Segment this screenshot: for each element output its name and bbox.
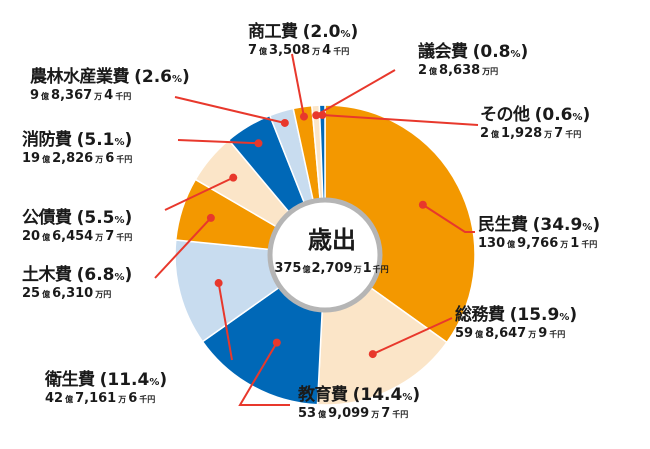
- leader-dot: [368, 350, 377, 359]
- category-name: 衛生費: [45, 370, 95, 390]
- category-name: 農林水産業費: [30, 67, 130, 87]
- category-name: 消防費: [22, 130, 72, 150]
- leader-line: [177, 139, 259, 145]
- slice-label: 公債費 (5.5%) 20 億 6,454 万 7 千円: [22, 203, 134, 244]
- category-percent: (2.0%): [302, 22, 359, 42]
- category-name: 公債費: [22, 208, 72, 228]
- leader-line: [322, 114, 479, 126]
- category-percent: (0.6%): [534, 105, 591, 125]
- category-amount: 7 億 3,508 万 4 千円: [248, 43, 350, 58]
- center-label: 歳出 375億2,709万1千円: [272, 220, 392, 276]
- category-amount: 25 億 6,310 万円: [22, 286, 112, 301]
- category-amount: 9 億 8,367 万 4 千円: [30, 88, 132, 103]
- category-amount: 42 億 7,161 万 6 千円: [45, 391, 156, 406]
- leader-dot: [272, 338, 281, 347]
- slice-label: 総務費 (15.9%) 59 億 8,647 万 9 千円: [455, 300, 577, 341]
- category-percent: (6.8%): [76, 265, 133, 285]
- leader-line: [217, 282, 233, 361]
- category-name: 商工費: [248, 22, 298, 42]
- category-percent: (0.8%): [472, 42, 529, 62]
- center-title: 歳出: [308, 226, 356, 254]
- category-amount: 2 億 8,638 万円: [418, 63, 499, 78]
- leader-dot: [318, 111, 327, 120]
- category-name: 教育費: [298, 385, 348, 405]
- leader-dot: [280, 118, 289, 127]
- category-amount: 19 億 2,826 万 6 千円: [22, 151, 133, 166]
- category-percent: (2.6%): [134, 67, 190, 87]
- slice-label: 衛生費 (11.4%) 42 億 7,161 万 6 千円: [45, 365, 167, 406]
- center-total: 375億2,709万1千円: [274, 261, 389, 276]
- category-name: 民生費: [478, 215, 528, 235]
- leader-line: [315, 69, 396, 117]
- category-amount: 20 億 6,454 万 7 千円: [22, 229, 133, 244]
- leader-line: [164, 176, 234, 211]
- slice-label: 土木費 (6.8%) 25 億 6,310 万円: [22, 260, 132, 301]
- slice-label: 農林水産業費 (2.6%) 9 億 8,367 万 4 千円: [30, 62, 190, 103]
- leader-line: [422, 203, 475, 233]
- leader-lines: [154, 53, 479, 406]
- leader-dot: [418, 200, 427, 209]
- slice-label: 教育費 (14.4%) 53 億 9,099 万 7 千円: [298, 380, 420, 421]
- category-amount: 2 億 1,928 万 7 千円: [480, 126, 582, 141]
- category-name: その他: [480, 105, 530, 125]
- center-hole: [267, 197, 383, 313]
- slice-label: その他 (0.6%) 2 億 1,928 万 7 千円: [480, 100, 590, 141]
- slice-label: 民生費 (34.9%) 130 億 9,766 万 1 千円: [478, 210, 600, 251]
- category-percent: (5.5%): [76, 208, 133, 228]
- category-percent: (15.9%): [509, 305, 578, 325]
- category-percent: (34.9%): [532, 215, 601, 235]
- leader-dot: [206, 213, 215, 222]
- slice-label: 議会費 (0.8%) 2 億 8,638 万円: [418, 37, 528, 78]
- leader-dot: [299, 112, 308, 121]
- category-name: 総務費: [455, 305, 505, 325]
- category-percent: (5.1%): [76, 130, 133, 150]
- category-percent: (11.4%): [99, 370, 168, 390]
- leader-line: [372, 317, 453, 355]
- category-name: 土木費: [22, 265, 72, 285]
- leader-dot: [254, 139, 263, 148]
- slice-label: 消防費 (5.1%) 19 億 2,826 万 6 千円: [22, 125, 134, 166]
- category-percent: (14.4%): [352, 385, 421, 405]
- leader-dot: [312, 111, 321, 120]
- category-amount: 53 億 9,099 万 7 千円: [298, 406, 409, 421]
- category-name: 議会費: [418, 42, 468, 62]
- leader-dot: [214, 279, 223, 288]
- leader-line: [174, 96, 286, 124]
- leader-line: [291, 53, 305, 117]
- slice-label: 商工費 (2.0%) 7 億 3,508 万 4 千円: [248, 17, 358, 58]
- leader-line: [154, 217, 212, 279]
- category-amount: 59 億 8,647 万 9 千円: [455, 326, 566, 341]
- category-amount: 130 億 9,766 万 1 千円: [478, 236, 598, 251]
- leader-dot: [229, 173, 238, 182]
- leader-line: [238, 342, 290, 406]
- slice-0: [324, 104, 476, 344]
